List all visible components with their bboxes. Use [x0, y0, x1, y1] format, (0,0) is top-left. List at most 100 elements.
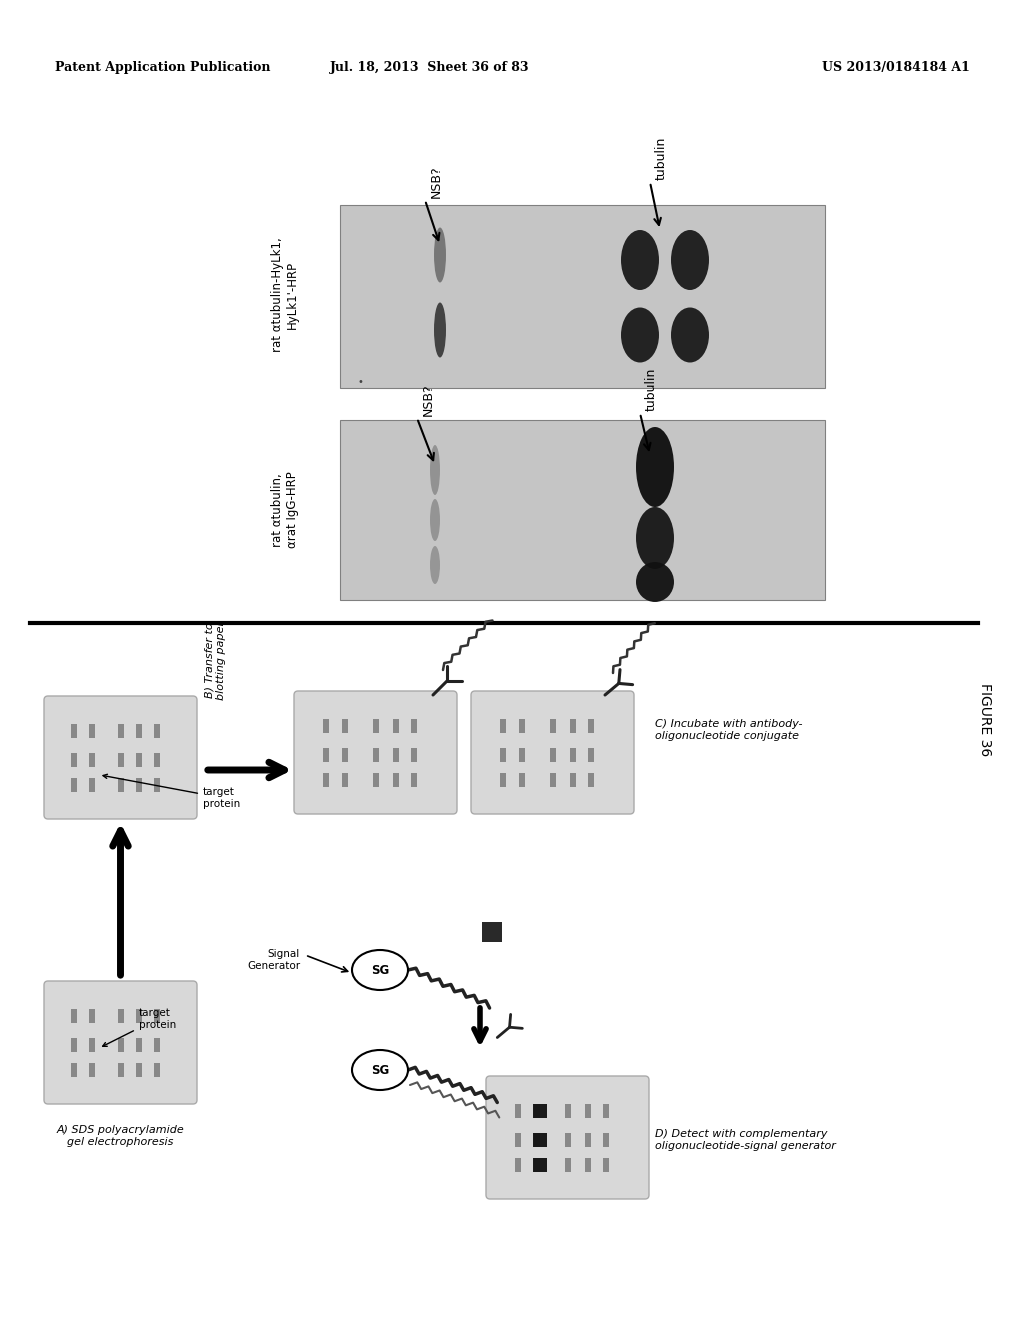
Text: B) Transfer to
blotting paper: B) Transfer to blotting paper — [204, 620, 226, 700]
FancyBboxPatch shape — [136, 1038, 142, 1052]
FancyBboxPatch shape — [340, 420, 825, 601]
FancyBboxPatch shape — [118, 1063, 124, 1077]
FancyBboxPatch shape — [341, 748, 347, 762]
FancyBboxPatch shape — [518, 748, 524, 762]
Text: C) Incubate with antibody-
oligonucleotide conjugate: C) Incubate with antibody- oligonucleoti… — [655, 719, 803, 741]
FancyBboxPatch shape — [154, 752, 160, 767]
Ellipse shape — [430, 546, 440, 583]
FancyBboxPatch shape — [534, 1133, 540, 1147]
FancyBboxPatch shape — [500, 748, 506, 762]
FancyBboxPatch shape — [118, 752, 124, 767]
FancyBboxPatch shape — [603, 1158, 609, 1172]
FancyBboxPatch shape — [392, 774, 398, 787]
Text: Signal
Generator: Signal Generator — [247, 949, 300, 970]
FancyBboxPatch shape — [392, 748, 398, 762]
FancyBboxPatch shape — [585, 1158, 591, 1172]
FancyBboxPatch shape — [154, 1038, 160, 1052]
FancyBboxPatch shape — [118, 1038, 124, 1052]
FancyBboxPatch shape — [71, 779, 77, 792]
FancyBboxPatch shape — [88, 1010, 94, 1023]
FancyBboxPatch shape — [294, 690, 457, 814]
FancyBboxPatch shape — [341, 719, 347, 733]
FancyBboxPatch shape — [585, 1133, 591, 1147]
FancyBboxPatch shape — [118, 725, 124, 738]
FancyBboxPatch shape — [603, 1133, 609, 1147]
FancyBboxPatch shape — [323, 774, 329, 787]
FancyBboxPatch shape — [136, 1010, 142, 1023]
Text: rat αtubulin,
αrat IgG-HRP: rat αtubulin, αrat IgG-HRP — [271, 471, 299, 548]
FancyBboxPatch shape — [341, 774, 347, 787]
FancyBboxPatch shape — [534, 1158, 540, 1172]
FancyBboxPatch shape — [486, 1076, 649, 1199]
FancyBboxPatch shape — [588, 719, 594, 733]
FancyBboxPatch shape — [71, 725, 77, 738]
FancyBboxPatch shape — [44, 696, 197, 818]
FancyBboxPatch shape — [323, 719, 329, 733]
FancyBboxPatch shape — [585, 1104, 591, 1118]
FancyBboxPatch shape — [500, 719, 506, 733]
FancyBboxPatch shape — [323, 748, 329, 762]
FancyBboxPatch shape — [373, 748, 379, 762]
Ellipse shape — [636, 426, 674, 507]
FancyBboxPatch shape — [392, 719, 398, 733]
FancyBboxPatch shape — [88, 779, 94, 792]
FancyBboxPatch shape — [532, 1104, 547, 1118]
Ellipse shape — [430, 499, 440, 541]
FancyBboxPatch shape — [532, 1133, 547, 1147]
FancyBboxPatch shape — [515, 1133, 521, 1147]
FancyBboxPatch shape — [412, 748, 417, 762]
FancyBboxPatch shape — [154, 1010, 160, 1023]
FancyBboxPatch shape — [588, 748, 594, 762]
FancyBboxPatch shape — [569, 774, 575, 787]
FancyBboxPatch shape — [500, 774, 506, 787]
Text: tubulin: tubulin — [645, 368, 658, 411]
Text: •: • — [357, 378, 362, 387]
Ellipse shape — [621, 230, 659, 290]
FancyBboxPatch shape — [44, 981, 197, 1104]
FancyBboxPatch shape — [88, 1038, 94, 1052]
Text: target
protein: target protein — [102, 1008, 176, 1047]
Ellipse shape — [430, 445, 440, 495]
FancyBboxPatch shape — [515, 1158, 521, 1172]
Text: NSB?: NSB? — [430, 165, 443, 198]
FancyBboxPatch shape — [154, 725, 160, 738]
FancyBboxPatch shape — [532, 1158, 547, 1172]
Ellipse shape — [621, 308, 659, 363]
FancyBboxPatch shape — [550, 774, 555, 787]
Ellipse shape — [671, 308, 709, 363]
FancyBboxPatch shape — [136, 725, 142, 738]
FancyBboxPatch shape — [550, 719, 555, 733]
Text: SG: SG — [371, 964, 389, 977]
FancyBboxPatch shape — [569, 719, 575, 733]
FancyBboxPatch shape — [88, 752, 94, 767]
FancyBboxPatch shape — [569, 748, 575, 762]
FancyBboxPatch shape — [136, 752, 142, 767]
Text: D) Detect with complementary
oligonucleotide-signal generator: D) Detect with complementary oligonucleo… — [655, 1129, 836, 1151]
FancyBboxPatch shape — [71, 752, 77, 767]
FancyBboxPatch shape — [534, 1104, 540, 1118]
FancyBboxPatch shape — [588, 774, 594, 787]
FancyBboxPatch shape — [564, 1133, 570, 1147]
Text: Jul. 18, 2013  Sheet 36 of 83: Jul. 18, 2013 Sheet 36 of 83 — [331, 62, 529, 74]
FancyBboxPatch shape — [603, 1104, 609, 1118]
FancyBboxPatch shape — [518, 719, 524, 733]
Text: Patent Application Publication: Patent Application Publication — [55, 62, 270, 74]
FancyBboxPatch shape — [471, 690, 634, 814]
Ellipse shape — [636, 562, 674, 602]
FancyBboxPatch shape — [373, 719, 379, 733]
FancyBboxPatch shape — [71, 1038, 77, 1052]
FancyBboxPatch shape — [71, 1010, 77, 1023]
FancyBboxPatch shape — [564, 1158, 570, 1172]
FancyBboxPatch shape — [412, 719, 417, 733]
Ellipse shape — [352, 950, 408, 990]
FancyBboxPatch shape — [481, 921, 502, 942]
FancyBboxPatch shape — [412, 774, 417, 787]
FancyBboxPatch shape — [118, 1010, 124, 1023]
FancyBboxPatch shape — [136, 1063, 142, 1077]
FancyBboxPatch shape — [88, 1063, 94, 1077]
FancyBboxPatch shape — [564, 1104, 570, 1118]
Text: SG: SG — [371, 1064, 389, 1077]
Ellipse shape — [671, 230, 709, 290]
Ellipse shape — [352, 1049, 408, 1090]
FancyBboxPatch shape — [515, 1104, 521, 1118]
